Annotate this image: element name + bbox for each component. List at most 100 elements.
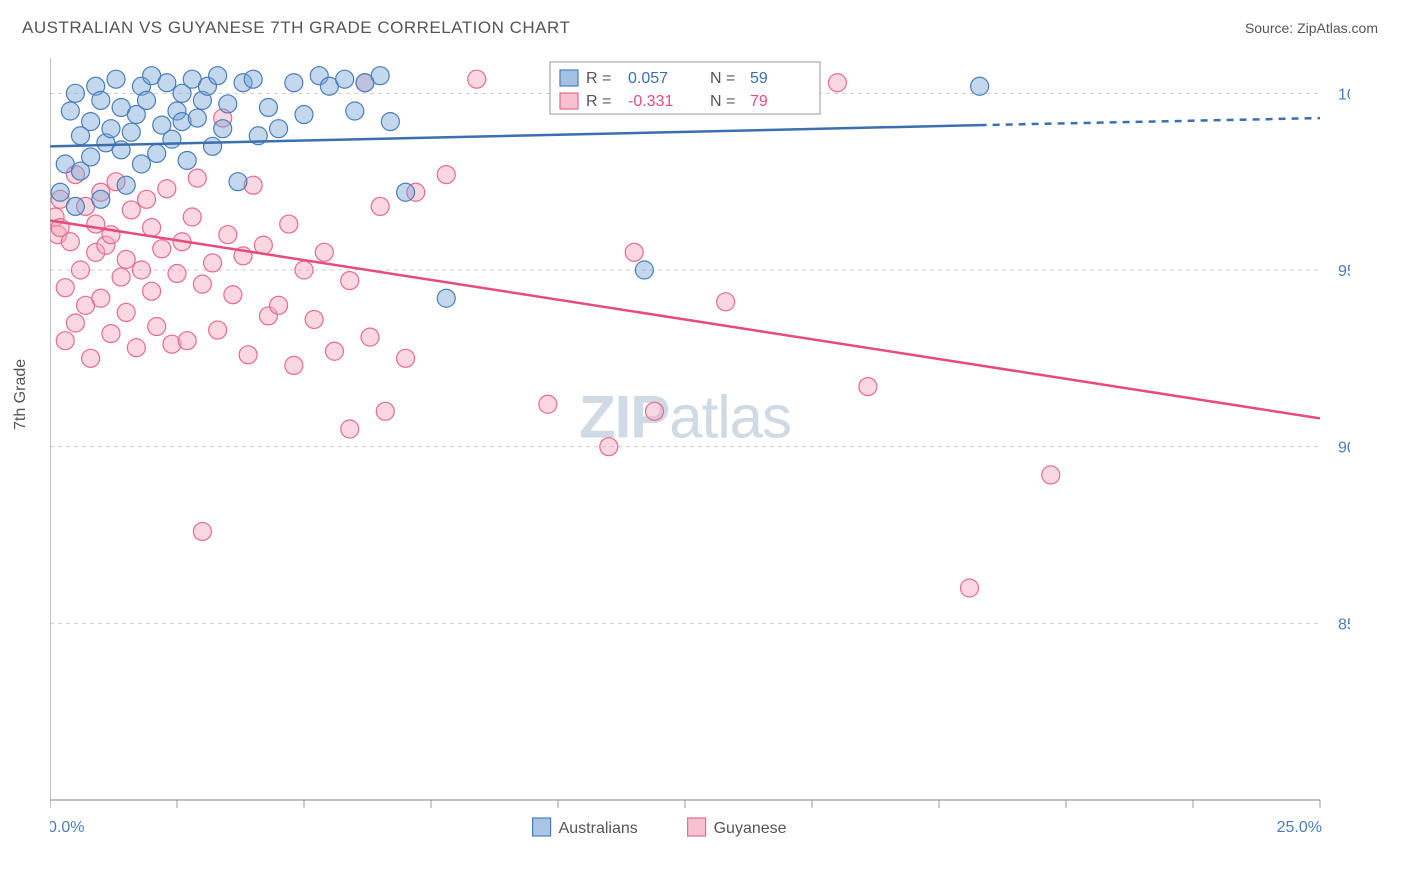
- legend-r-value: 0.057: [628, 70, 668, 87]
- data-point: [92, 289, 110, 307]
- data-point: [600, 438, 618, 456]
- data-point: [437, 166, 455, 184]
- data-point: [117, 250, 135, 268]
- data-point: [82, 349, 100, 367]
- x-tick-label: 25.0%: [1277, 819, 1322, 836]
- data-point: [163, 130, 181, 148]
- legend-r-label: R =: [586, 93, 611, 110]
- legend-swatch: [533, 818, 551, 836]
- data-point: [971, 77, 989, 95]
- scatter-chart: 85.0%90.0%95.0%100.0%ZIPatlas0.0%25.0%R …: [50, 58, 1350, 858]
- data-point: [51, 183, 69, 201]
- data-point: [153, 240, 171, 258]
- data-point: [178, 332, 196, 350]
- data-point: [209, 67, 227, 85]
- data-point: [92, 91, 110, 109]
- data-point: [325, 342, 343, 360]
- data-point: [193, 275, 211, 293]
- data-point: [960, 579, 978, 597]
- legend-swatch: [560, 70, 578, 86]
- data-point: [117, 176, 135, 194]
- data-point: [122, 201, 140, 219]
- data-point: [214, 120, 232, 138]
- data-point: [270, 296, 288, 314]
- y-tick-label: 100.0%: [1338, 86, 1350, 103]
- data-point: [209, 321, 227, 339]
- legend-label: Guyanese: [714, 820, 787, 837]
- data-point: [361, 328, 379, 346]
- y-tick-label: 90.0%: [1338, 440, 1350, 457]
- data-point: [270, 120, 288, 138]
- data-point: [336, 70, 354, 88]
- legend-label: Australians: [559, 820, 638, 837]
- data-point: [295, 106, 313, 124]
- y-axis-label: 7th Grade: [12, 359, 30, 430]
- data-point: [132, 155, 150, 173]
- data-point: [229, 173, 247, 191]
- data-point: [341, 272, 359, 290]
- data-point: [82, 113, 100, 131]
- data-point: [188, 169, 206, 187]
- source-label: Source: ZipAtlas.com: [1245, 20, 1378, 36]
- data-point: [102, 325, 120, 343]
- data-point: [346, 102, 364, 120]
- data-point: [219, 95, 237, 113]
- data-point: [61, 102, 79, 120]
- trend-line: [50, 125, 980, 146]
- data-point: [341, 420, 359, 438]
- data-point: [138, 91, 156, 109]
- data-point: [204, 137, 222, 155]
- data-point: [127, 339, 145, 357]
- data-point: [285, 74, 303, 92]
- x-tick-label: 0.0%: [50, 819, 84, 836]
- data-point: [224, 286, 242, 304]
- data-point: [56, 279, 74, 297]
- data-point: [539, 395, 557, 413]
- data-point: [468, 70, 486, 88]
- data-point: [717, 293, 735, 311]
- legend-swatch: [688, 818, 706, 836]
- data-point: [158, 74, 176, 92]
- data-point: [635, 261, 653, 279]
- data-point: [1042, 466, 1060, 484]
- data-point: [66, 84, 84, 102]
- data-point: [143, 219, 161, 237]
- y-tick-label: 95.0%: [1338, 263, 1350, 280]
- data-point: [178, 151, 196, 169]
- legend-n-label: N =: [710, 93, 735, 110]
- data-point: [625, 243, 643, 261]
- data-point: [158, 180, 176, 198]
- data-point: [92, 190, 110, 208]
- data-point: [188, 109, 206, 127]
- data-point: [132, 261, 150, 279]
- data-point: [371, 197, 389, 215]
- data-point: [285, 356, 303, 374]
- data-point: [305, 310, 323, 328]
- data-point: [143, 282, 161, 300]
- legend-n-label: N =: [710, 70, 735, 87]
- data-point: [437, 289, 455, 307]
- data-point: [376, 402, 394, 420]
- data-point: [219, 226, 237, 244]
- data-point: [148, 144, 166, 162]
- data-point: [61, 233, 79, 251]
- data-point: [66, 197, 84, 215]
- data-point: [183, 208, 201, 226]
- data-point: [56, 332, 74, 350]
- chart-title: AUSTRALIAN VS GUYANESE 7TH GRADE CORRELA…: [22, 18, 570, 38]
- legend-r-label: R =: [586, 70, 611, 87]
- data-point: [66, 314, 84, 332]
- data-point: [371, 67, 389, 85]
- data-point: [117, 303, 135, 321]
- data-point: [112, 268, 130, 286]
- data-point: [87, 215, 105, 233]
- data-point: [204, 254, 222, 272]
- data-point: [138, 190, 156, 208]
- y-tick-label: 85.0%: [1338, 616, 1350, 633]
- data-point: [397, 349, 415, 367]
- data-point: [239, 346, 257, 364]
- data-point: [168, 265, 186, 283]
- data-point: [259, 98, 277, 116]
- data-point: [295, 261, 313, 279]
- trend-line-extrapolated: [980, 118, 1320, 125]
